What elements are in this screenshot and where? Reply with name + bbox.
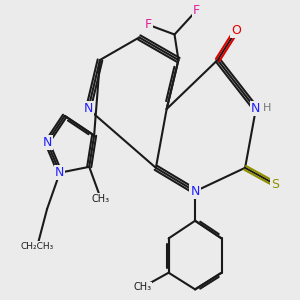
Text: S: S bbox=[272, 178, 280, 191]
Text: CH₃: CH₃ bbox=[133, 282, 151, 292]
Text: N: N bbox=[251, 103, 261, 116]
Text: N: N bbox=[84, 103, 93, 116]
Text: F: F bbox=[193, 4, 200, 17]
Text: N: N bbox=[190, 185, 200, 198]
Text: CH₂CH₃: CH₂CH₃ bbox=[21, 242, 54, 251]
Text: N: N bbox=[42, 136, 52, 149]
Text: H: H bbox=[263, 103, 271, 112]
Text: O: O bbox=[231, 24, 241, 37]
Text: N: N bbox=[55, 166, 64, 179]
Text: CH₃: CH₃ bbox=[92, 194, 110, 204]
Text: F: F bbox=[145, 18, 152, 31]
